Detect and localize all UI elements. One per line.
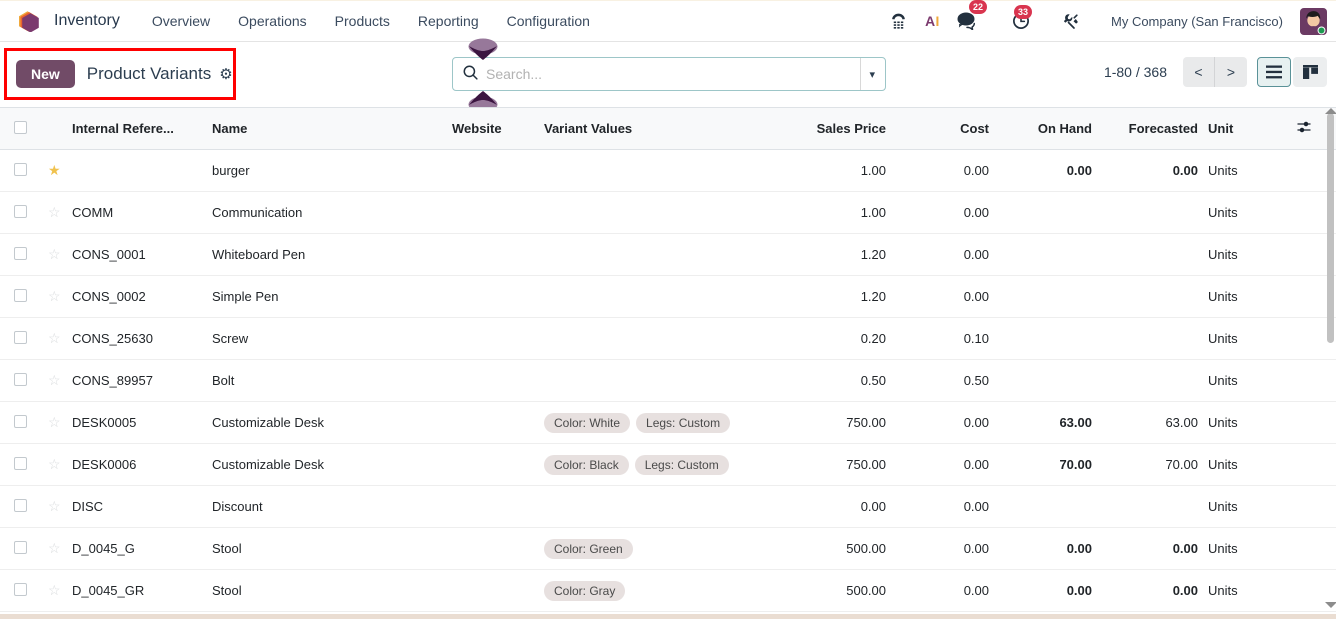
svg-text:I: I (936, 13, 940, 29)
svg-text:A: A (925, 13, 935, 29)
